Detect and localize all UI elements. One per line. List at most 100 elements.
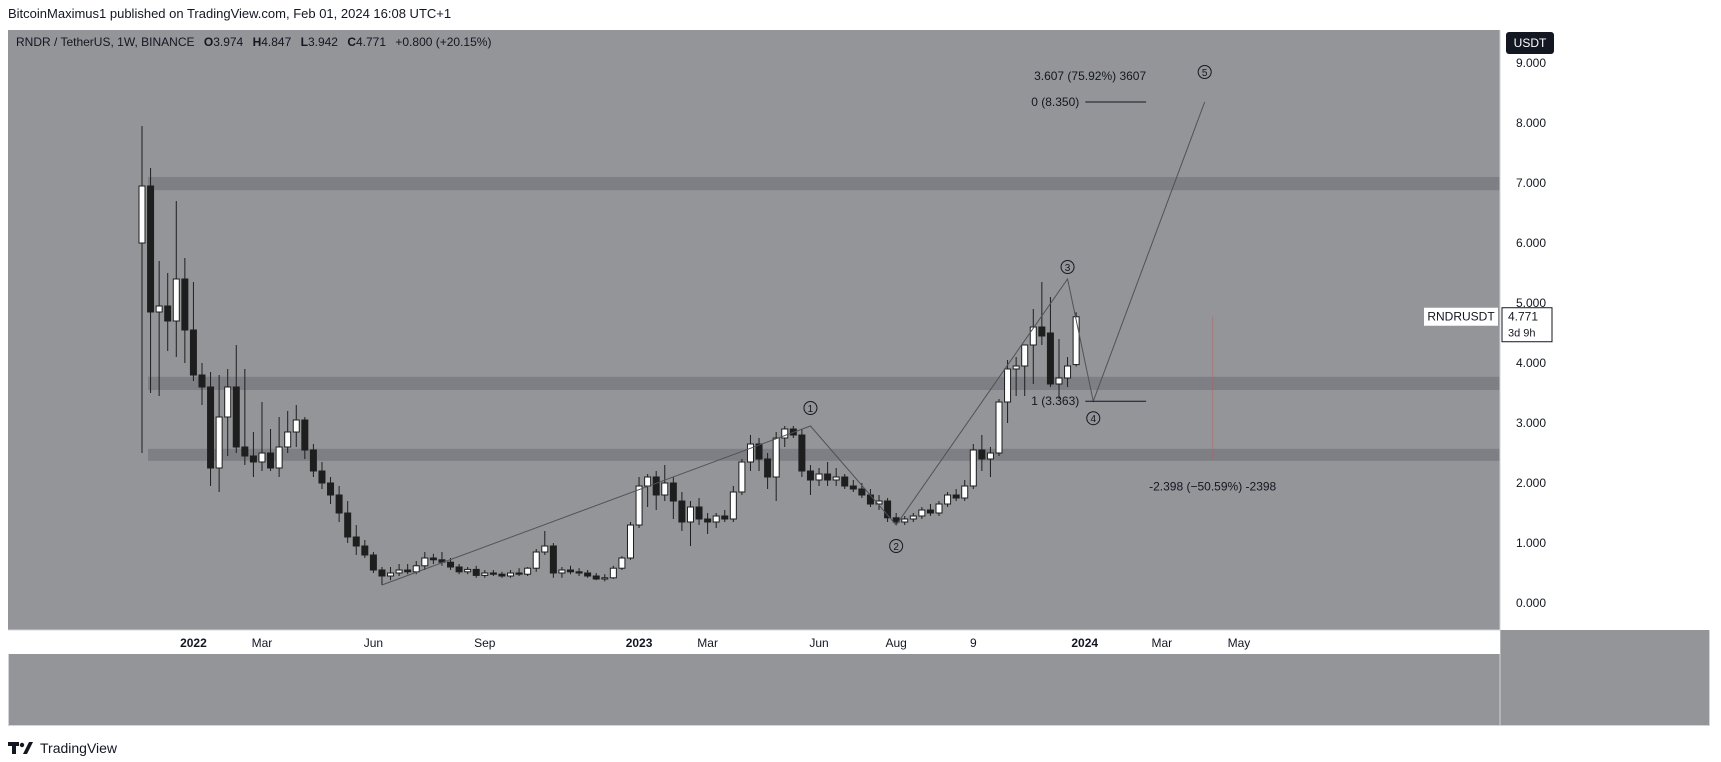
candle-body-down xyxy=(309,449,317,472)
candle-body-down xyxy=(335,494,343,514)
high-value: 4.847 xyxy=(261,35,291,49)
candle xyxy=(429,553,437,564)
candle xyxy=(1029,309,1037,384)
x-tick-label: 9 xyxy=(970,636,977,650)
wave-label-text: 2 xyxy=(893,542,899,553)
plot-area[interactable] xyxy=(8,30,1500,630)
elliott-wave-line[interactable] xyxy=(381,101,1206,586)
footer: TradingView xyxy=(8,738,117,758)
candle xyxy=(635,477,643,528)
candle-body-down xyxy=(455,566,463,573)
candle xyxy=(772,432,780,501)
low-value: 3.942 xyxy=(308,35,338,49)
low-label: L xyxy=(301,35,308,49)
x-tick-label: Mar xyxy=(252,636,273,650)
candle xyxy=(404,564,412,575)
candle-body-down xyxy=(447,561,455,568)
candle-body-down xyxy=(472,568,480,576)
candle xyxy=(592,573,600,581)
candle xyxy=(986,447,994,477)
candle-body-down xyxy=(926,509,934,514)
candle-body-down xyxy=(498,573,506,577)
candle-body-down xyxy=(267,452,275,469)
wave-label-text: 3 xyxy=(1065,263,1071,274)
candle xyxy=(455,564,463,575)
candle-body-down xyxy=(575,571,583,574)
candle xyxy=(258,402,266,471)
candle xyxy=(1038,282,1046,345)
candle-body-up xyxy=(944,494,952,505)
candle-body-down xyxy=(198,374,206,388)
candle xyxy=(361,540,369,558)
candle xyxy=(147,168,155,393)
y-tick-label: 9.000 xyxy=(1516,56,1546,70)
candle xyxy=(378,567,386,585)
candle-body-down xyxy=(567,569,574,573)
candle xyxy=(824,462,832,486)
time-axis[interactable] xyxy=(8,630,1500,654)
candle-body-down xyxy=(678,500,686,523)
candle-body-up xyxy=(224,386,232,418)
candle-body-up xyxy=(909,515,917,520)
candle xyxy=(172,201,180,357)
wave-label-text: 5 xyxy=(1202,68,1208,79)
candle xyxy=(841,474,849,489)
candle xyxy=(1064,357,1072,387)
candle xyxy=(686,501,694,546)
candle-body-down xyxy=(301,419,309,451)
candle-body-up xyxy=(738,461,746,493)
candle xyxy=(524,567,532,576)
candle xyxy=(755,438,763,471)
candle-body-up xyxy=(507,572,515,577)
candle xyxy=(978,435,986,471)
candle-body-down xyxy=(884,500,892,519)
candle xyxy=(926,504,934,516)
fib-extension-label: 3.607 (75.92%) 3607 xyxy=(1034,69,1146,83)
candle-body-down xyxy=(249,455,257,463)
candle-body-down xyxy=(978,449,986,460)
candle xyxy=(215,375,223,492)
y-tick-label: 7.000 xyxy=(1516,176,1546,190)
wave-label: 5 xyxy=(1197,65,1212,79)
candle-body-down xyxy=(318,470,326,484)
wave-label-text: 1 xyxy=(808,404,814,415)
candle xyxy=(275,417,283,477)
candle xyxy=(815,468,823,486)
candle xyxy=(181,258,189,363)
candle-body-up xyxy=(215,416,223,469)
candle-body-up xyxy=(284,431,292,448)
candle-body-down xyxy=(549,545,557,574)
candle xyxy=(798,429,806,477)
candle xyxy=(472,565,480,578)
candle-body-down xyxy=(592,575,600,580)
candle-body-up xyxy=(832,476,840,481)
candle xyxy=(507,570,515,578)
candle-body-up xyxy=(661,482,669,496)
candle-body-up xyxy=(292,419,300,433)
candle xyxy=(558,567,566,578)
y-tick-label: 8.000 xyxy=(1516,116,1546,130)
candle xyxy=(618,556,626,570)
candle-body-up xyxy=(601,577,609,580)
candle-body-up xyxy=(935,503,943,514)
candle-body-up xyxy=(626,524,634,559)
candle xyxy=(669,477,677,519)
wave-label-circle xyxy=(1197,65,1212,79)
candlestick-chart[interactable]: 1 2 3 4 5 0 (8.350) 1 (3.363) 3.607 (75.92%) 3… xyxy=(8,30,1710,726)
price-label-symbol: RNDRUSDT xyxy=(1427,310,1495,324)
candle-body-up xyxy=(1055,377,1063,385)
candle-body-down xyxy=(704,518,712,523)
candle xyxy=(781,426,789,447)
wave-label-circle xyxy=(889,539,904,553)
candle-body-down xyxy=(489,572,497,575)
candle xyxy=(729,486,737,522)
candle xyxy=(901,516,909,525)
currency-badge[interactable]: USDT xyxy=(1506,32,1554,54)
candle-body-up xyxy=(464,568,472,573)
open-label: O xyxy=(204,35,213,49)
candle xyxy=(849,480,857,492)
candle-body-down xyxy=(327,482,335,496)
wave-label: 4 xyxy=(1086,411,1101,426)
candle-body-down xyxy=(806,470,814,481)
support-resistance-zone xyxy=(148,177,1500,191)
